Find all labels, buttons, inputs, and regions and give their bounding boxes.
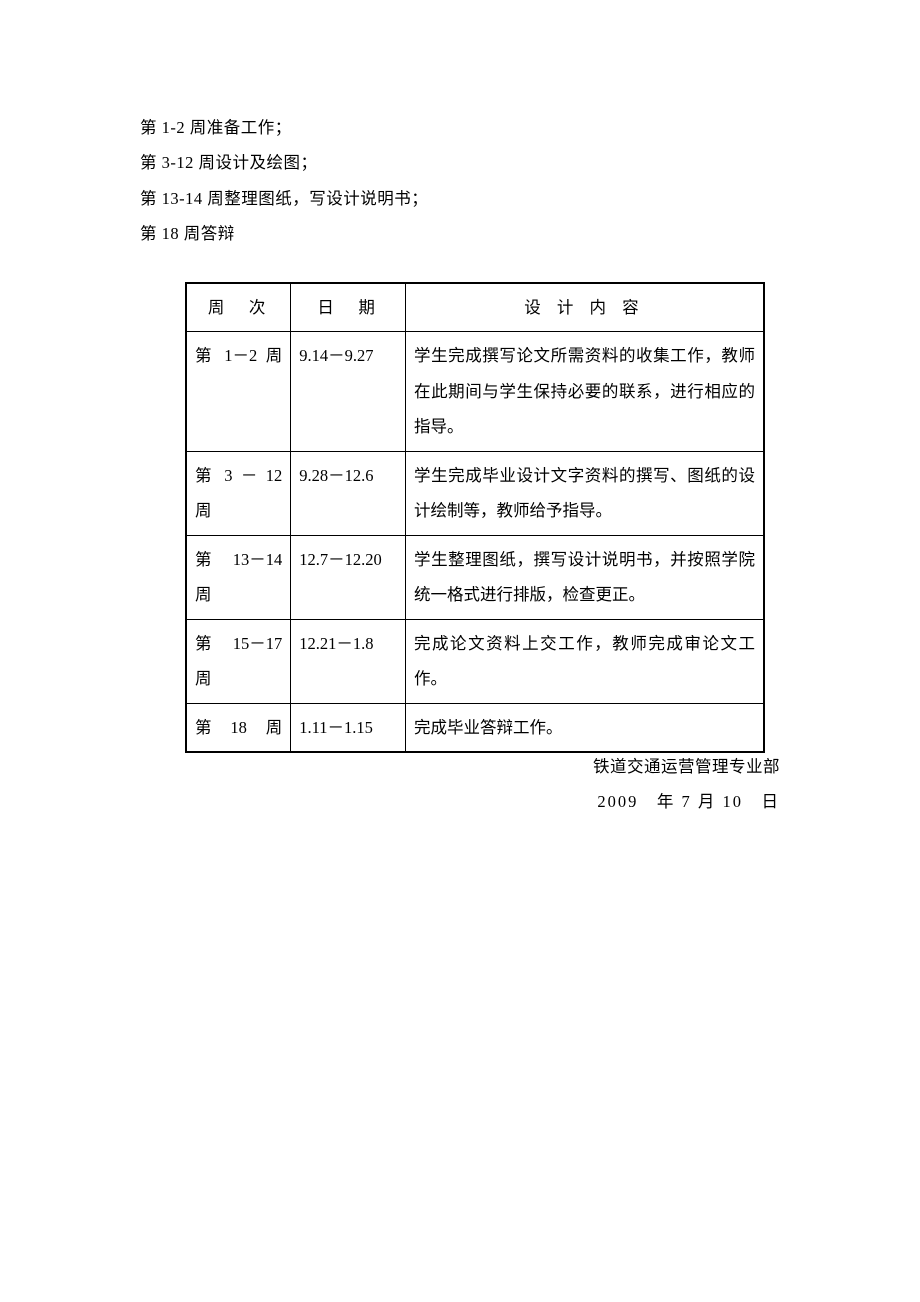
header-content: 设 计 内 容 (405, 283, 764, 332)
header-date: 日 期 (291, 283, 406, 332)
header-week: 周 次 (186, 283, 291, 332)
schedule-table-wrapper: 周 次 日 期 设 计 内 容 第 1－2 周 9.14－9.27 学生完成撰写… (140, 282, 780, 753)
footer: 铁道交通运营管理专业部 2009 年 7 月 10 日 (593, 750, 780, 819)
schedule-summary: 第 1-2 周准备工作； 第 3-12 周设计及绘图； 第 13-14 周整理图… (140, 110, 780, 252)
table-row: 第 1－2 周 9.14－9.27 学生完成撰写论文所需资料的收集工作，教师在此… (186, 332, 764, 451)
table-row: 第 15－17 周 12.21－1.8 完成论文资料上交工作，教师完成审论文工作… (186, 619, 764, 703)
footer-department: 铁道交通运营管理专业部 (593, 750, 780, 785)
cell-content: 完成论文资料上交工作，教师完成审论文工作。 (405, 619, 764, 703)
cell-date: 12.21－1.8 (291, 619, 406, 703)
cell-week: 第 15－17 周 (186, 619, 291, 703)
cell-content: 学生完成撰写论文所需资料的收集工作，教师在此期间与学生保持必要的联系，进行相应的… (405, 332, 764, 451)
footer-date: 2009 年 7 月 10 日 (593, 785, 780, 820)
table-header-row: 周 次 日 期 设 计 内 容 (186, 283, 764, 332)
schedule-table: 周 次 日 期 设 计 内 容 第 1－2 周 9.14－9.27 学生完成撰写… (185, 282, 765, 753)
table-row: 第 18 周 1.11－1.15 完成毕业答辩工作。 (186, 703, 764, 752)
cell-date: 9.28－12.6 (291, 451, 406, 535)
cell-week: 第 18 周 (186, 703, 291, 752)
cell-content: 学生整理图纸，撰写设计说明书，并按照学院统一格式进行排版，检查更正。 (405, 535, 764, 619)
cell-content: 完成毕业答辩工作。 (405, 703, 764, 752)
schedule-line: 第 1-2 周准备工作； (140, 110, 780, 145)
cell-week: 第 3 － 12 周 (186, 451, 291, 535)
cell-week: 第 1－2 周 (186, 332, 291, 451)
cell-content: 学生完成毕业设计文字资料的撰写、图纸的设计绘制等，教师给予指导。 (405, 451, 764, 535)
table-row: 第 3 － 12 周 9.28－12.6 学生完成毕业设计文字资料的撰写、图纸的… (186, 451, 764, 535)
cell-date: 9.14－9.27 (291, 332, 406, 451)
cell-week: 第 13－14 周 (186, 535, 291, 619)
table-row: 第 13－14 周 12.7－12.20 学生整理图纸，撰写设计说明书，并按照学… (186, 535, 764, 619)
cell-date: 12.7－12.20 (291, 535, 406, 619)
schedule-line: 第 18 周答辩 (140, 216, 780, 251)
schedule-line: 第 3-12 周设计及绘图； (140, 145, 780, 180)
schedule-line: 第 13-14 周整理图纸，写设计说明书； (140, 181, 780, 216)
cell-date: 1.11－1.15 (291, 703, 406, 752)
